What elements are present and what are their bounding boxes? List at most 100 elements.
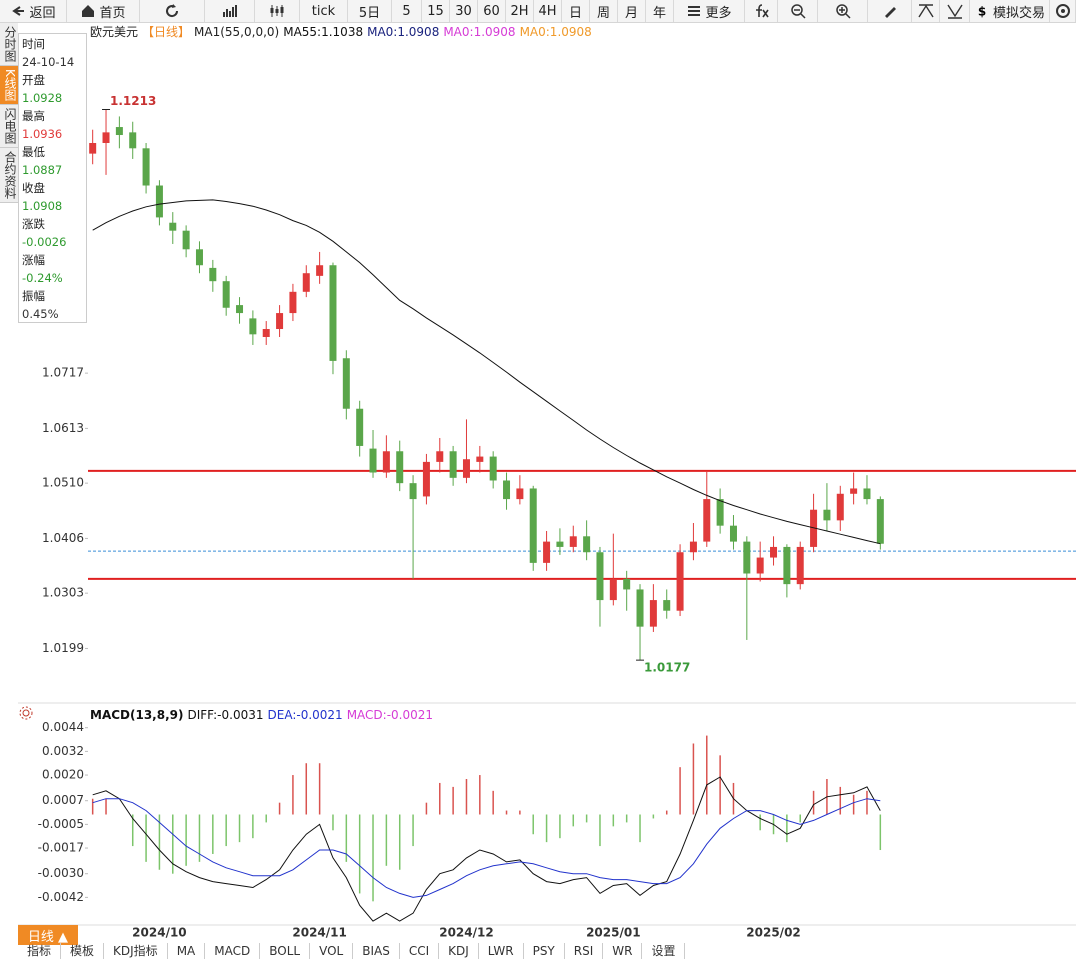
refresh-glyph — [172, 4, 176, 8]
extreme-label: 1.1213 — [110, 94, 156, 108]
candle-body — [636, 589, 644, 627]
toolbar-button[interactable]: 5日 — [348, 0, 392, 22]
toolbar-button[interactable]: 返回 — [0, 0, 67, 22]
spin-glyph — [1060, 9, 1065, 13]
y-tick-label: 0.0007 — [42, 793, 84, 807]
y-tick-label: 1.0199 — [42, 641, 84, 655]
candle-body — [716, 499, 724, 526]
x-tick-label: 2024/10 — [132, 926, 186, 940]
toolbar-button[interactable] — [818, 0, 868, 22]
info-value: -0.24% — [22, 271, 63, 285]
indicator-tab[interactable]: 模板 — [61, 943, 105, 959]
toolbar-button[interactable]: 5 — [392, 0, 422, 22]
indicator-tab[interactable]: BIAS — [353, 943, 400, 959]
toolbar-button[interactable]: $ 模拟交易 — [970, 0, 1050, 22]
candle-body — [462, 459, 470, 478]
candle-body — [422, 461, 430, 497]
toolbar-button[interactable]: tick — [300, 0, 348, 22]
sidebar-tab[interactable]: 闪电图 — [0, 104, 18, 148]
indicator-tab[interactable]: RSI — [565, 943, 604, 959]
toolbar-button[interactable]: 周 — [590, 0, 618, 22]
y-tick-label: 1.0717 — [42, 366, 84, 380]
toolbar-button[interactable]: 4H — [534, 0, 562, 22]
indicator-tab[interactable]: MACD — [205, 943, 261, 959]
info-label: 最高 — [22, 109, 45, 123]
info-panel: 时间 24-10-14 开盘 1.0928 最高 1.0936 最低 1.0887 收盘 1.09… — [18, 33, 87, 323]
toolbar-button[interactable]: 30 — [450, 0, 478, 22]
toolbar-button[interactable]: 首页 — [67, 0, 140, 22]
candle-body — [663, 600, 671, 611]
toolbar-button[interactable]: 60 — [478, 0, 506, 22]
indicator-tab[interactable]: MA — [168, 943, 206, 959]
candle-body — [155, 185, 163, 218]
macd-gear-icon[interactable] — [19, 706, 33, 720]
pen-icon — [884, 7, 896, 18]
zoomin-glyph — [835, 4, 848, 16]
sidebar-tab[interactable]: K线图 — [0, 66, 18, 105]
candle-body — [783, 546, 791, 585]
indicator-tab[interactable]: BOLL — [260, 943, 311, 959]
candle-body — [729, 525, 737, 542]
candle-body — [329, 265, 337, 361]
toolbar-button[interactable] — [255, 0, 300, 22]
info-value: 1.0928 — [22, 91, 63, 105]
home-glyph — [82, 5, 95, 17]
toolbar-button[interactable]: 月 — [618, 0, 646, 22]
candle-icon — [270, 5, 284, 17]
candle-body — [356, 408, 364, 446]
sidebar-tab[interactable]: 分时图 — [0, 23, 18, 66]
toolbar-button[interactable] — [1050, 0, 1076, 22]
candle-body — [382, 451, 390, 473]
more-glyph — [688, 6, 701, 16]
candle-body — [142, 148, 150, 186]
zoomin-glyph — [838, 7, 851, 19]
indicator-tab[interactable]: CCI — [400, 943, 440, 959]
indicator-tab[interactable]: KDJ — [439, 943, 479, 959]
toolbar-button[interactable]: 年 — [646, 0, 674, 22]
x-tick-label: 2025/01 — [586, 926, 640, 940]
toolbar-button[interactable] — [912, 0, 940, 22]
info-value: -0.0026 — [22, 235, 67, 249]
toolbar-button[interactable] — [140, 0, 205, 22]
toolbar-button[interactable] — [745, 0, 778, 22]
pen-glyph — [884, 7, 896, 18]
toolbar-button[interactable]: 日 — [562, 0, 590, 22]
candle-body — [169, 222, 177, 231]
indicator-tab[interactable]: LWR — [479, 943, 524, 959]
toolbar-button[interactable] — [868, 0, 912, 22]
toolbar-label: 周 — [596, 5, 610, 21]
indicator-tab[interactable]: PSY — [524, 943, 565, 959]
indicator-tab[interactable]: WR — [603, 943, 643, 959]
legend-item: DEA:-0.0021 — [268, 708, 343, 722]
indicator-tab[interactable]: VOL — [310, 943, 354, 959]
toolbar-button[interactable]: 2H — [506, 0, 534, 22]
toolbar: 返回 首页 tick 5日 5 15 30 60 2H 4H 日周月年 更多 $ 模拟交易 — [0, 0, 1076, 23]
indicator-tab[interactable]: 设置 — [642, 943, 686, 959]
legend-item: MA0:1.0908 — [520, 25, 592, 39]
candle-body — [249, 318, 257, 335]
candle-body — [262, 329, 270, 337]
candle-body — [503, 480, 511, 500]
toolbar-button[interactable]: 更多 — [674, 0, 745, 22]
candle-body — [222, 281, 230, 308]
toolbar-label: 月 — [624, 5, 638, 21]
candle-body — [823, 509, 831, 521]
toolbar-button[interactable]: 15 — [422, 0, 450, 22]
toolbar-button[interactable] — [778, 0, 818, 22]
toolbar-label: 2H — [510, 3, 529, 19]
candle-body — [676, 552, 684, 611]
fx-icon — [756, 4, 769, 18]
toolbar-button[interactable] — [940, 0, 970, 22]
indicator-tab[interactable]: KDJ指标 — [104, 943, 168, 959]
up-glyph — [917, 4, 934, 18]
sidebar-tab[interactable]: 合约资料 — [0, 147, 18, 203]
candle-body — [623, 578, 631, 590]
candle-body — [703, 499, 711, 542]
indicator-tab[interactable]: 指标 — [18, 943, 62, 959]
candle-body — [236, 305, 244, 314]
period-tab[interactable]: 日线 ▲ — [18, 925, 78, 945]
toolbar-button[interactable] — [205, 0, 255, 22]
candle-body — [743, 541, 751, 574]
candle-body — [649, 600, 657, 627]
